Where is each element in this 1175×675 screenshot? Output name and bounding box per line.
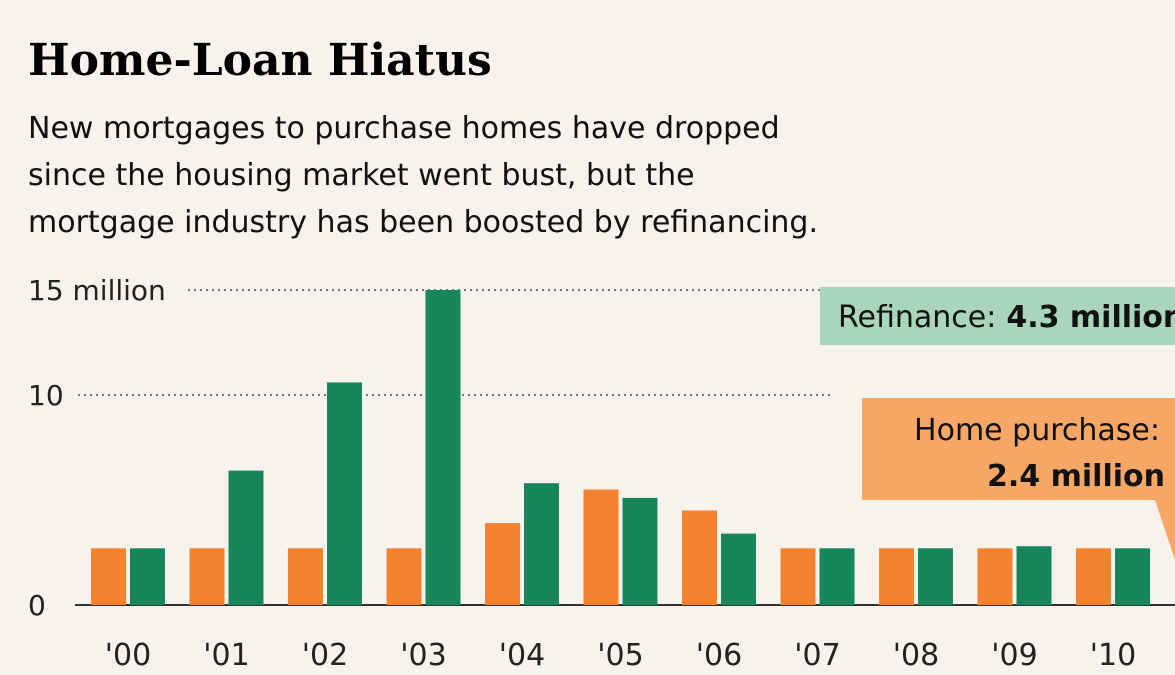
bar: [819, 548, 855, 605]
bar: [327, 382, 362, 605]
bar: [780, 548, 816, 605]
annotation: Refinance: 4.3 million: [838, 300, 1175, 335]
x-tick-label: '06: [696, 638, 742, 673]
annotation-value: 2.4 million: [987, 459, 1165, 494]
bar: [977, 548, 1013, 605]
subtitle: New mortgages to purchase homes have dro…: [28, 111, 780, 146]
bar: [524, 483, 559, 605]
bar: [386, 548, 422, 605]
bar: [228, 470, 264, 605]
annotation-pointer: [1155, 500, 1175, 560]
x-tick-label: '01: [203, 638, 249, 673]
bar: [583, 489, 619, 605]
bar: [721, 533, 756, 605]
bar: [91, 548, 126, 605]
x-tick-label: '10: [1090, 638, 1136, 673]
y-tick-label: 0: [28, 589, 46, 622]
x-tick-label: '08: [893, 638, 939, 673]
bar: [130, 548, 165, 605]
x-tick-label: '04: [499, 638, 545, 673]
bar: [425, 290, 461, 605]
bar: [622, 497, 658, 605]
x-tick-label: '03: [400, 638, 446, 673]
bar: [288, 548, 323, 605]
bar: [1016, 546, 1052, 605]
bar: [918, 548, 953, 605]
bar: [879, 548, 914, 605]
annotation-label: Home purchase:: [914, 413, 1160, 448]
annotation-box: [820, 287, 1175, 345]
annotation-box: [862, 398, 1175, 500]
x-tick-label: '05: [597, 638, 643, 673]
x-tick-label: '09: [991, 638, 1037, 673]
subtitle: mortgage industry has been boosted by re…: [28, 205, 818, 240]
x-tick-label: '07: [794, 638, 840, 673]
annotation-label: Refinance:: [838, 300, 996, 335]
bar: [1076, 548, 1111, 605]
y-tick-label: 10: [28, 379, 64, 412]
annotation-value: 4.3 million: [1006, 300, 1175, 335]
bar: [682, 510, 717, 605]
x-tick-label: '00: [105, 638, 151, 673]
bar: [189, 548, 225, 605]
subtitle: since the housing market went bust, but …: [28, 158, 695, 193]
bar: [485, 523, 520, 605]
y-tick-label: 15 million: [28, 274, 166, 307]
chart-title: Home-Loan Hiatus: [28, 35, 492, 86]
bar: [1115, 548, 1150, 605]
x-tick-label: '02: [302, 638, 348, 673]
